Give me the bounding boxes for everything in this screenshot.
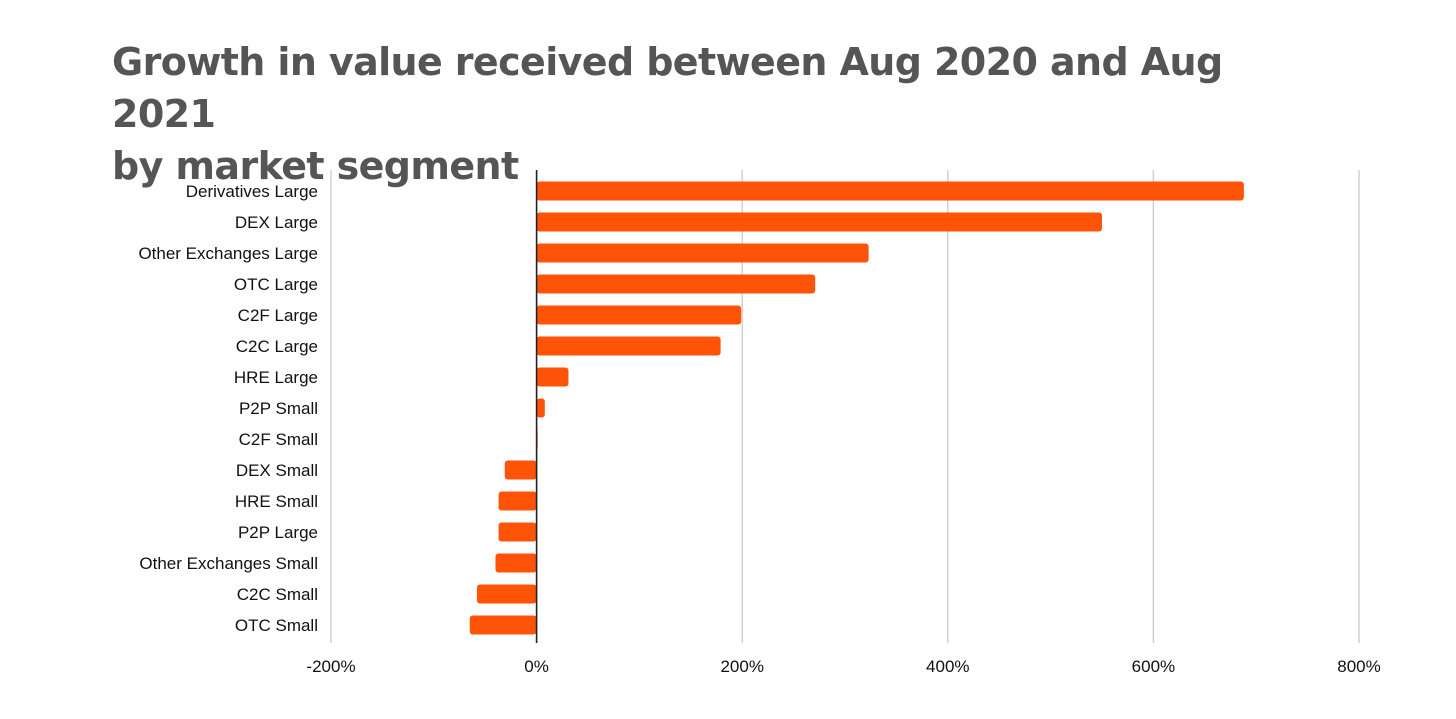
x-tick-label-3: 400% xyxy=(926,657,969,676)
bar-12 xyxy=(495,553,537,573)
chart-title: Growth in value received between Aug 202… xyxy=(112,36,1312,192)
bar-13 xyxy=(476,584,537,604)
bar-10 xyxy=(498,491,537,511)
category-label-6: HRE Large xyxy=(234,368,318,387)
category-label-9: DEX Small xyxy=(236,461,318,480)
bar-11 xyxy=(498,522,537,542)
x-tick-label-1: 0% xyxy=(524,657,549,676)
category-label-4: C2F Large xyxy=(238,306,318,325)
bar-0 xyxy=(536,181,1244,201)
category-label-5: C2C Large xyxy=(236,337,318,356)
bar-9 xyxy=(504,460,537,480)
bar-3 xyxy=(536,274,816,294)
category-label-14: OTC Small xyxy=(235,616,318,635)
x-tick-label-5: 800% xyxy=(1337,657,1380,676)
category-label-8: C2F Small xyxy=(239,430,318,449)
category-label-12: Other Exchanges Small xyxy=(139,554,318,573)
x-tick-label-2: 200% xyxy=(720,657,763,676)
bar-6 xyxy=(536,367,569,387)
x-tick-label-0: -200% xyxy=(306,657,355,676)
category-label-7: P2P Small xyxy=(239,399,318,418)
category-label-13: C2C Small xyxy=(237,585,318,604)
category-label-1: DEX Large xyxy=(235,213,318,232)
bar-1 xyxy=(536,212,1102,232)
category-label-3: OTC Large xyxy=(234,275,318,294)
chart-title-line-2: by market segment xyxy=(112,144,519,188)
category-label-2: Other Exchanges Large xyxy=(138,244,318,263)
category-label-10: HRE Small xyxy=(235,492,318,511)
x-tick-label-4: 600% xyxy=(1132,657,1175,676)
bar-4 xyxy=(536,305,742,325)
category-label-0: Derivatives Large xyxy=(186,182,318,201)
bar-7 xyxy=(536,398,545,418)
category-label-11: P2P Large xyxy=(238,523,318,542)
bar-14 xyxy=(469,615,537,635)
bar-5 xyxy=(536,336,721,356)
bar-2 xyxy=(536,243,869,263)
chart-title-line-1: Growth in value received between Aug 202… xyxy=(112,40,1223,136)
